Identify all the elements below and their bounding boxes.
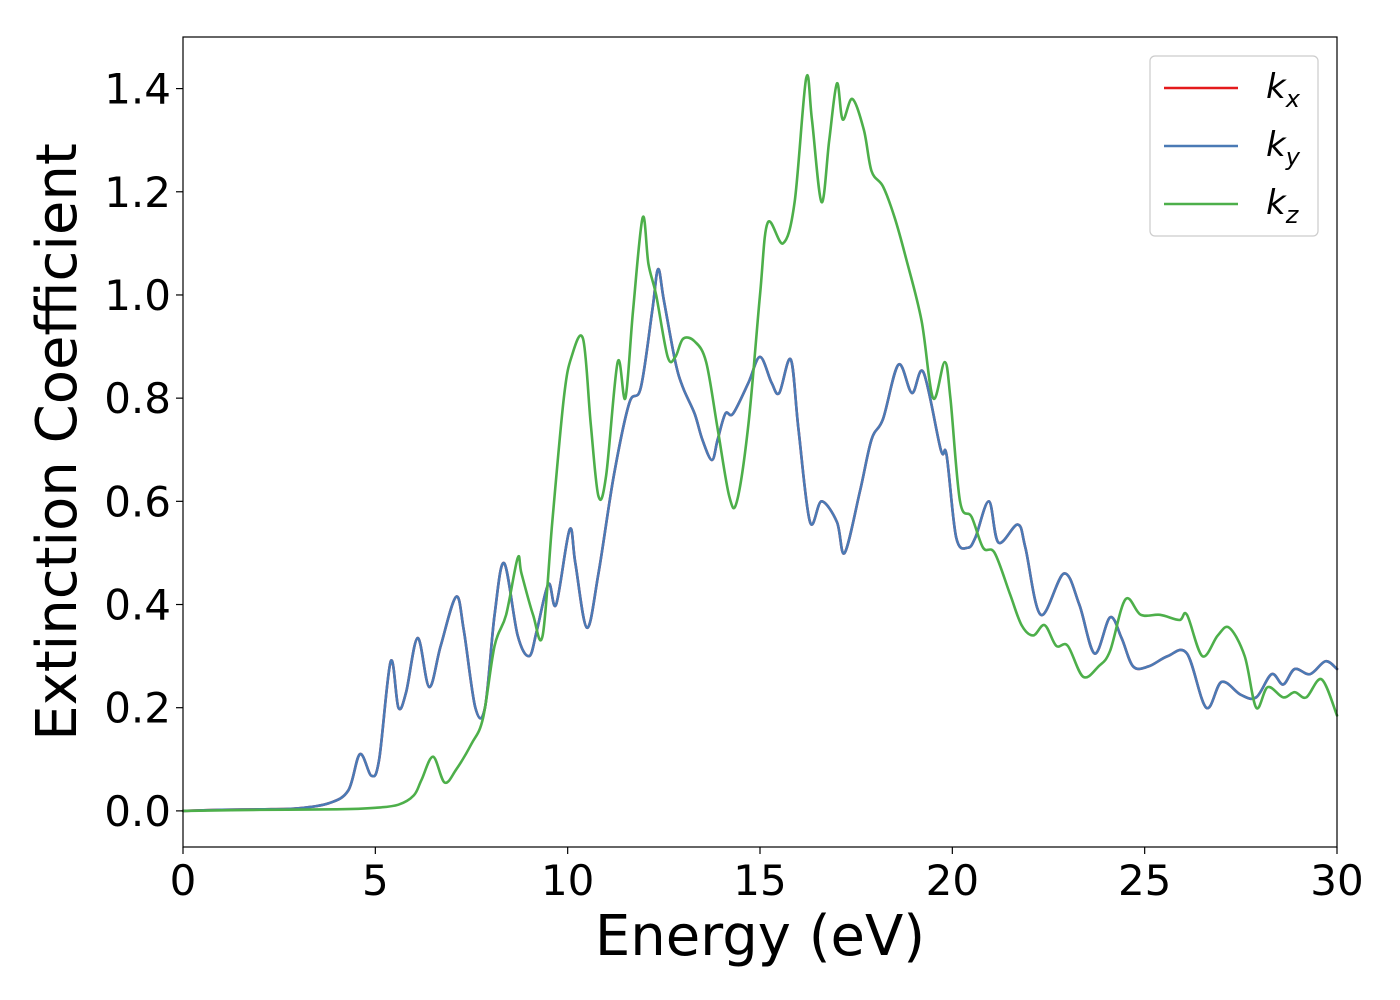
y-axis-ticks: 0.0 0.2 0.4 0.6 0.8 1.0 1.2 1.4: [104, 65, 183, 836]
plot-background: [183, 37, 1337, 847]
y-tick-label: 1.4: [104, 65, 171, 114]
legend: kx ky kz: [1149, 55, 1319, 237]
series-line-kz: [181, 74, 1339, 813]
y-tick-label: 0.8: [104, 374, 171, 423]
y-tick-label: 0.2: [104, 684, 171, 733]
x-tick-label: 25: [1118, 856, 1171, 905]
y-axis-label: Extinction Coefficient: [25, 143, 90, 741]
y-tick-label: 1.2: [104, 168, 171, 217]
y-tick-label: 0.0: [104, 787, 171, 836]
x-tick-label: 15: [733, 856, 786, 905]
y-tick-label: 0.4: [104, 581, 171, 630]
series-line-ky: [181, 267, 1339, 813]
y-tick-label: 1.0: [104, 271, 171, 320]
x-axis-label: Energy (eV): [595, 904, 925, 969]
legend-label-kx: kx: [1266, 67, 1301, 113]
x-axis-ticks: 0 5 10 15 20 25 30: [170, 847, 1364, 905]
legend-label-kz: kz: [1266, 183, 1300, 229]
y-tick-label: 0.6: [104, 477, 171, 526]
x-tick-label: 0: [170, 856, 197, 905]
series-group: [181, 74, 1339, 813]
x-tick-label: 10: [541, 856, 594, 905]
legend-label-ky: ky: [1266, 125, 1301, 171]
x-tick-label: 5: [362, 856, 389, 905]
x-tick-label: 20: [926, 856, 979, 905]
x-tick-label: 30: [1310, 856, 1363, 905]
